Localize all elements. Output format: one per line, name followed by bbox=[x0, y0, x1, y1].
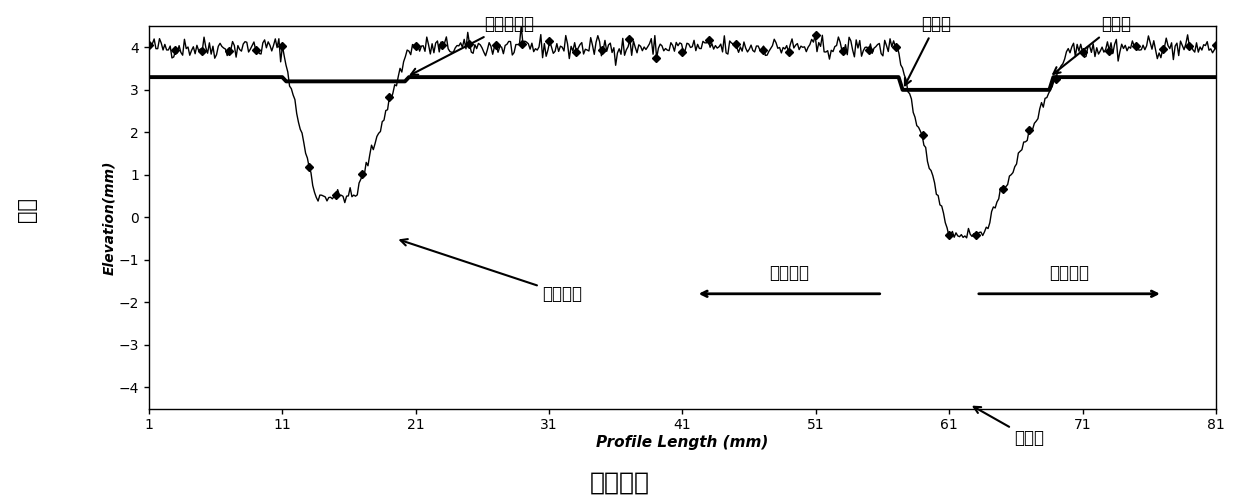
Text: 左端点: 左端点 bbox=[905, 15, 951, 86]
Text: 辅助纵剥线: 辅助纵剥线 bbox=[410, 15, 534, 75]
Text: 右端点: 右端点 bbox=[1053, 15, 1131, 74]
Text: 向前遍历: 向前遍历 bbox=[1049, 264, 1090, 281]
Text: 副面长度: 副面长度 bbox=[590, 471, 650, 495]
X-axis label: Profile Length (mm): Profile Length (mm) bbox=[596, 435, 769, 450]
Text: 最深点: 最深点 bbox=[973, 407, 1044, 447]
Text: 向后遍历: 向后遍历 bbox=[769, 264, 810, 281]
Y-axis label: Elevation(mm): Elevation(mm) bbox=[102, 160, 115, 274]
Text: 高度: 高度 bbox=[17, 198, 37, 222]
Text: 原纵剥面: 原纵剥面 bbox=[401, 239, 583, 303]
